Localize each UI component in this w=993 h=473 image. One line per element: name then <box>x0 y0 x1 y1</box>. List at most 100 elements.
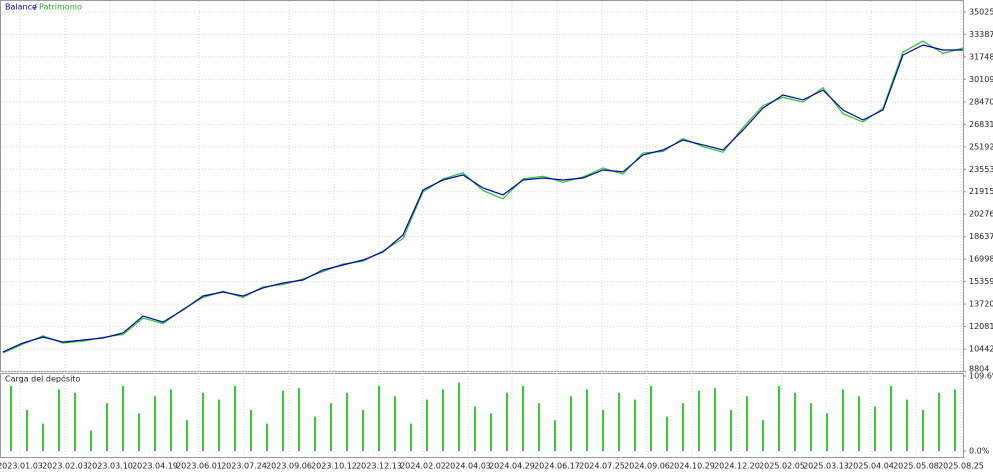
x-tick-label: 2025.08.25 <box>938 462 984 471</box>
bar <box>74 392 76 451</box>
bar <box>570 396 572 451</box>
bar <box>698 390 700 451</box>
bar <box>186 420 188 451</box>
x-tick-label: 2023.03.10 <box>87 462 133 471</box>
bar <box>106 403 108 451</box>
y-tick-label: 13720 <box>969 300 993 309</box>
bar <box>602 409 604 451</box>
bar <box>346 392 348 451</box>
bar <box>810 403 812 451</box>
bar <box>730 409 732 451</box>
series-line <box>2 40 964 354</box>
bar <box>650 385 652 451</box>
bar <box>378 385 380 451</box>
bar <box>666 416 668 451</box>
main-frame <box>0 0 964 372</box>
bar <box>826 413 828 451</box>
y-tick-label: 23553 <box>969 165 993 174</box>
y-tick-label: 18637 <box>969 232 993 241</box>
bar <box>250 409 252 451</box>
bar <box>138 413 140 451</box>
bar <box>506 392 508 451</box>
bar <box>218 399 220 451</box>
x-tick-label: 2024.04.03 <box>445 462 491 471</box>
bar <box>362 409 364 451</box>
bar <box>858 396 860 451</box>
bar <box>42 423 44 451</box>
y-tick-label: 31748 <box>969 52 993 61</box>
y-tick-label: 28470 <box>969 97 993 106</box>
bar <box>442 389 444 451</box>
x-tick-label: 2023.12.13 <box>356 462 402 471</box>
x-tick-label: 2024.07.25 <box>579 462 625 471</box>
y-tick-label: 25192 <box>969 142 993 151</box>
bar <box>778 385 780 451</box>
bar <box>474 406 476 451</box>
bar <box>954 389 956 451</box>
y-tick-label: 16998 <box>969 255 993 264</box>
y-tick-label: 8804 <box>969 365 989 374</box>
x-tick-label: 2023.01.03 <box>0 462 43 471</box>
y-tick-label: 0.0% <box>969 447 990 456</box>
bar <box>26 409 28 451</box>
load-title: Carga del depósito <box>5 374 80 384</box>
x-tick-label: 2023.07.24 <box>221 462 267 471</box>
bar <box>170 389 172 451</box>
bar <box>634 399 636 451</box>
legend: Balance / Patrimonio <box>5 3 82 12</box>
bar <box>458 382 460 451</box>
x-tick-label: 2024.02.02 <box>400 462 446 471</box>
bar <box>714 388 716 451</box>
bar <box>90 430 92 451</box>
bar <box>794 392 796 451</box>
bar <box>890 385 892 451</box>
bar <box>10 385 12 451</box>
x-tick-label: 2025.03.13 <box>803 462 849 471</box>
x-tick-label: 2023.10.12 <box>311 462 357 471</box>
bar <box>298 388 300 451</box>
y-tick-label: 12081 <box>969 322 993 331</box>
x-tick-label: 2024.04.29 <box>489 462 535 471</box>
bar <box>202 392 204 451</box>
bar <box>394 396 396 451</box>
x-tick-label: 2023.09.06 <box>266 462 312 471</box>
load-frame <box>0 373 964 458</box>
x-tick-label: 2024.12.20 <box>714 462 760 471</box>
bar <box>234 385 236 451</box>
bar <box>522 385 524 451</box>
x-tick-label: 2023.02.03 <box>42 462 88 471</box>
x-tick-label: 2024.10.29 <box>669 462 715 471</box>
bar <box>906 399 908 451</box>
legend-separator: / <box>34 3 37 12</box>
bar <box>762 420 764 451</box>
x-tick-label: 2024.06.17 <box>534 462 580 471</box>
bar <box>586 389 588 451</box>
y-tick-label: 26831 <box>969 120 993 129</box>
bar <box>746 396 748 451</box>
bar <box>490 413 492 451</box>
y-tick-label: 30109 <box>969 75 993 84</box>
y-tick-label: 33387 <box>969 30 993 39</box>
y-tick-label: 21915 <box>969 187 993 196</box>
x-tick-label: 2023.04.19 <box>132 462 178 471</box>
bar <box>122 385 124 451</box>
x-tick-label: 2023.06.01 <box>176 462 222 471</box>
bar <box>330 403 332 451</box>
bar <box>314 416 316 451</box>
x-tick-label: 2025.04.04 <box>848 462 894 471</box>
bar <box>938 392 940 451</box>
y-tick-label: 10442 <box>969 345 993 354</box>
legend-balance: Balance <box>5 3 37 12</box>
bar <box>426 399 428 451</box>
y-tick-label: 109.6% <box>969 372 993 381</box>
bar <box>874 406 876 451</box>
bar <box>266 423 268 451</box>
bar <box>410 423 412 451</box>
bar <box>682 403 684 451</box>
bar <box>282 390 284 451</box>
bar <box>58 389 60 451</box>
y-tick-label: 15359 <box>969 277 993 286</box>
bar <box>154 396 156 451</box>
bar <box>842 389 844 451</box>
